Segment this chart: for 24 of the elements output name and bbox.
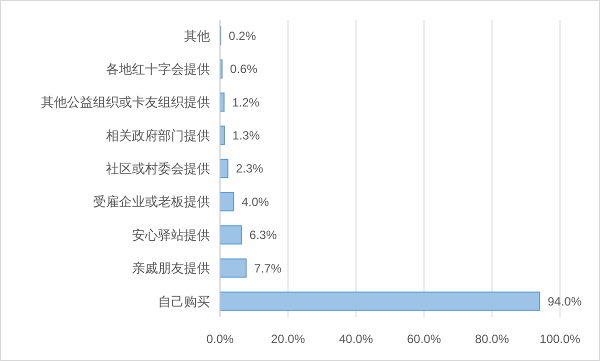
data-label: 0.6% bbox=[230, 62, 258, 76]
y-tick-label: 其他公益组织或卡友组织提供 bbox=[41, 94, 210, 110]
data-label: 0.2% bbox=[228, 28, 256, 43]
y-tick-label: 其他 bbox=[184, 28, 210, 44]
x-tick-label: 60.0% bbox=[406, 332, 442, 346]
y-tick-label: 自己购买 bbox=[158, 294, 210, 309]
data-label: 94.0% bbox=[548, 294, 582, 308]
y-tick-label: 社区或村委会提供 bbox=[106, 161, 210, 176]
x-tick-label: 40.0% bbox=[338, 332, 374, 346]
y-tick-label: 亲戚朋友提供 bbox=[132, 260, 210, 276]
y-tick-label: 安心驿站提供 bbox=[132, 227, 210, 242]
y-tick-label: 受雇企业或老板提供 bbox=[93, 194, 210, 210]
data-label: 4.0% bbox=[242, 194, 270, 209]
data-label: 1.3% bbox=[232, 128, 260, 143]
x-tick-label: 100.0% bbox=[540, 332, 581, 346]
y-tick-label: 各地红十字会提供 bbox=[106, 61, 210, 76]
y-tick-label: 相关政府部门提供 bbox=[106, 128, 210, 143]
data-label: 6.3% bbox=[249, 228, 278, 242]
x-tick-label: 0.0% bbox=[206, 332, 234, 346]
x-tick-label: 80.0% bbox=[474, 332, 510, 346]
x-tick-label: 20.0% bbox=[270, 332, 306, 346]
data-label: 7.7% bbox=[254, 261, 282, 276]
data-label: 2.3% bbox=[236, 162, 264, 176]
data-label: 1.2% bbox=[232, 95, 260, 110]
